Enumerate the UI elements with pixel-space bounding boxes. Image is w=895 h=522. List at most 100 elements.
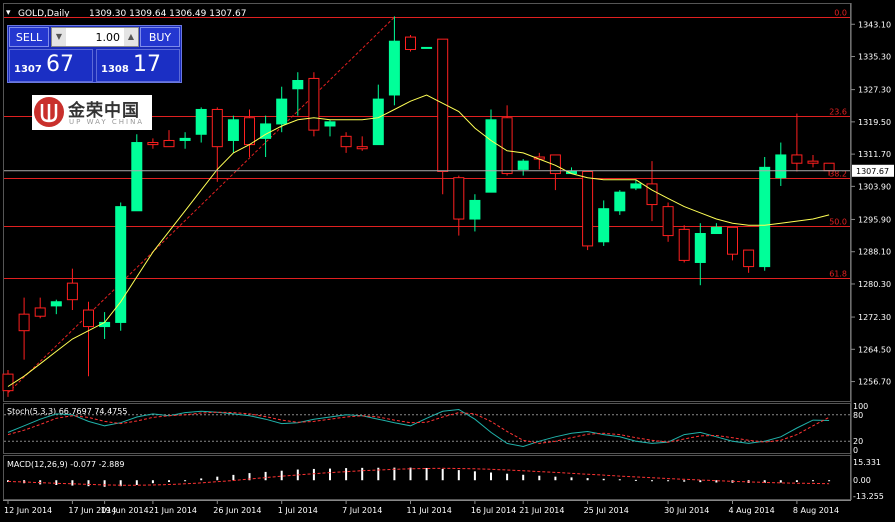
fibonacci-labels: 0.0 23.6 38.2 50.0 61.8 — [829, 9, 847, 279]
macd-bar — [538, 475, 541, 481]
buy-button[interactable]: BUY — [140, 27, 180, 47]
sell-price-prefix: 1307 — [14, 64, 42, 75]
macd-bar — [490, 472, 492, 481]
macd-bar — [715, 480, 718, 483]
candle-body — [195, 108, 207, 135]
macd-bar — [506, 473, 509, 481]
candle-body — [614, 191, 626, 212]
candle-body — [421, 46, 433, 49]
x-tick-label: 21 Jun 2014 — [149, 506, 197, 515]
candle-body — [388, 40, 400, 96]
macd-bar — [216, 476, 219, 481]
y-tick-label: 1343.10 — [858, 20, 891, 29]
macd-bar — [232, 474, 235, 481]
x-tick-label: 19 Jun 2014 — [101, 506, 149, 515]
macd-bar — [71, 480, 74, 486]
logo-text-en: UP WAY CHINA — [69, 118, 145, 126]
sell-button[interactable]: SELL — [9, 27, 49, 47]
buy-price-prefix: 1308 — [101, 64, 129, 75]
candle-body — [34, 307, 46, 317]
candle-body — [791, 154, 803, 164]
candle-body — [662, 206, 674, 237]
macd-bar — [345, 468, 348, 481]
candle-body — [582, 170, 594, 247]
price-axis-ticks: 1343.10 1335.30 1327.30 1319.50 1311.70 1303.… — [851, 20, 891, 387]
logo-mark-icon — [34, 97, 64, 127]
y-tick-label: 1303.90 — [858, 182, 891, 191]
candle-body — [372, 98, 384, 146]
candle-body — [131, 142, 143, 212]
y-tick-label: 1288.10 — [858, 248, 891, 257]
chart-header-icon: ▾ — [6, 8, 11, 18]
macd-tick-label: 15.331 — [853, 458, 881, 467]
candle-body — [292, 80, 304, 90]
macd-bar — [795, 480, 798, 483]
candle-body — [50, 301, 62, 307]
candle-body — [308, 77, 320, 131]
candle-body — [2, 373, 14, 392]
one-click-trade-panel: SELL ▼ ▲ BUY 1307 67 1308 17 — [7, 25, 182, 83]
stoch-label: Stoch(5,3,3) 66.7697 74.4755 — [7, 407, 127, 416]
macd-bar — [586, 478, 589, 481]
lot-increase-icon[interactable]: ▲ — [124, 28, 138, 46]
logo-text-cn: 金荣中国 — [68, 101, 140, 121]
macd-panel: 15.331 0.00 -13.255 — [7, 458, 884, 501]
y-tick-label: 1311.70 — [858, 150, 891, 159]
macd-bar — [103, 480, 106, 487]
candle-body — [775, 154, 787, 179]
current-price-marker: 1307.67 — [4, 164, 894, 177]
candle-body — [66, 282, 78, 301]
candle-body — [485, 119, 497, 193]
macd-tick-label: 0.00 — [853, 476, 871, 485]
x-tick-label: 30 Jul 2014 — [664, 506, 709, 515]
candle-body — [598, 208, 610, 243]
candle-body — [340, 135, 352, 148]
macd-bar — [361, 467, 364, 481]
sell-price-box[interactable]: 1307 67 — [9, 49, 93, 82]
candle-body — [517, 160, 529, 170]
macd-bar — [763, 480, 766, 483]
macd-bar — [200, 478, 203, 481]
macd-bar — [667, 480, 670, 482]
y-tick-label: 1256.70 — [858, 378, 891, 387]
macd-bar — [441, 468, 444, 481]
macd-bar — [248, 473, 251, 481]
macd-bar — [602, 478, 605, 481]
buy-price-pips: 17 — [133, 52, 161, 77]
candlestick-series — [2, 16, 835, 397]
y-tick-label: 1335.30 — [858, 53, 891, 62]
candle-body — [453, 177, 465, 220]
candle-body — [18, 313, 30, 332]
candle-body — [147, 142, 159, 146]
macd-bar — [554, 476, 557, 481]
candle-body — [356, 146, 368, 150]
lot-decrease-icon[interactable]: ▼ — [52, 28, 66, 46]
lot-size-input[interactable] — [66, 28, 124, 46]
macd-bar — [812, 480, 814, 482]
y-tick-label: 1295.90 — [858, 215, 891, 224]
candle-body — [646, 183, 658, 206]
y-tick-label: 1319.50 — [858, 118, 891, 127]
candle-body — [211, 108, 223, 148]
ma-line — [7, 94, 830, 387]
candle-body — [83, 309, 94, 328]
candle-body — [276, 98, 288, 125]
lot-size-stepper[interactable]: ▼ ▲ — [51, 27, 139, 47]
macd-bar — [377, 467, 380, 481]
x-tick-label: 25 Jul 2014 — [584, 506, 629, 515]
macd-bar — [151, 480, 154, 484]
macd-bar — [634, 479, 637, 481]
x-tick-label: 8 Aug 2014 — [793, 506, 839, 515]
stoch-tick-label: 80 — [853, 411, 863, 420]
stoch-tick-label: 20 — [853, 437, 863, 446]
buy-price-box[interactable]: 1308 17 — [96, 49, 180, 82]
macd-bar — [618, 479, 621, 481]
sell-price-pips: 67 — [46, 52, 74, 77]
candle-body — [501, 117, 513, 175]
macd-bar — [312, 468, 315, 481]
macd-bar — [651, 480, 653, 482]
macd-bar — [409, 467, 412, 481]
